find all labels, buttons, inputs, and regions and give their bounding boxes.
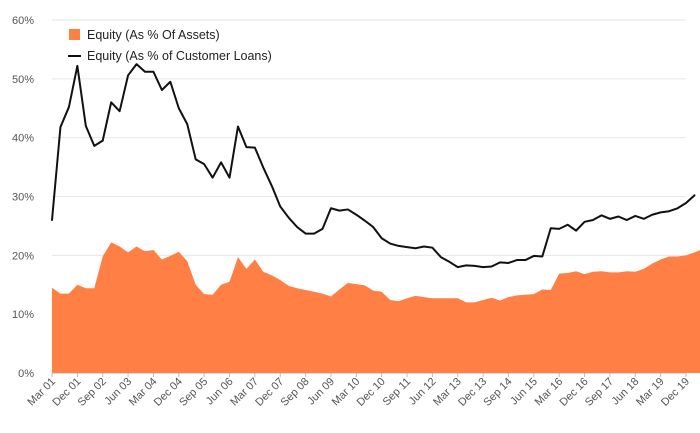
x-tick-label: Sep 14 [481,376,514,409]
loans-line-layer [51,63,696,269]
x-tick-label: Dec 19 [659,376,692,409]
legend: Equity (As % Of Assets) Equity (As % of … [68,28,272,63]
y-tick-label: 30% [12,192,34,204]
legend-label-assets: Equity (As % Of Assets) [87,28,220,42]
assets-area-layer [52,242,700,373]
x-tick-label: Sep 02 [76,376,109,409]
series-area-assets [52,242,700,373]
legend-label-loans: Equity (As % of Customer Loans) [87,49,272,63]
y-axis: 0% 10% 20% 30% 40% 50% 60% [12,15,34,380]
y-tick-label: 20% [12,250,34,262]
y-tick-label: 0% [18,368,34,380]
x-tick-label: Sep 08 [279,376,312,409]
x-tick-label: Sep 17 [583,376,616,409]
x-tick-label: Dec 10 [355,376,388,409]
y-tick-label: 60% [12,15,34,27]
x-tick-label: Sep 11 [381,376,414,409]
x-tick-label: Sep 05 [177,376,210,409]
y-tick-label: 40% [12,133,34,145]
legend-swatch-assets [69,29,80,40]
y-tick-label: 50% [12,74,34,86]
series-line-loans [51,63,696,269]
y-tick-label: 10% [12,309,34,321]
